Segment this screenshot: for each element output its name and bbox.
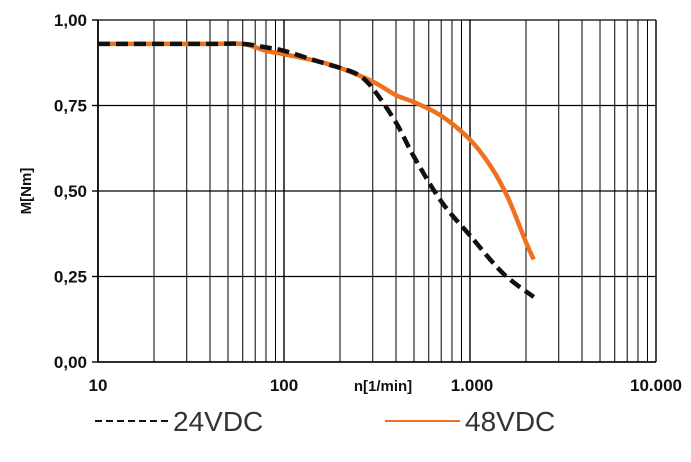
- y-tick-label: 0,00: [54, 353, 87, 372]
- tick-labels: 0,00 0,25 0,50 0,75 1,00 10 100 1.000 10.000: [54, 11, 682, 395]
- x-tick-label: 10.000: [630, 376, 682, 395]
- x-axis-title: n[1/min]: [354, 378, 412, 395]
- y-axis-title: M[Nm]: [18, 168, 35, 215]
- y-tick-label: 0,50: [54, 182, 87, 201]
- axes: [92, 19, 656, 363]
- y-tick-label: 1,00: [54, 11, 87, 30]
- legend-label-24vdc: 24VDC: [173, 406, 263, 437]
- series-lines: [98, 41, 536, 299]
- x-tick-label: 100: [270, 376, 298, 395]
- x-tick-label: 1.000: [451, 376, 494, 395]
- series-line-48vdc: [98, 41, 536, 261]
- grid-lines: [97, 19, 657, 363]
- series-line-24vdc: [98, 41, 536, 299]
- legend-label-48vdc: 48VDC: [465, 406, 555, 437]
- y-tick-label: 0,75: [54, 97, 87, 116]
- x-tick-label: 10: [89, 376, 108, 395]
- legend: 24VDC 48VDC: [95, 406, 555, 437]
- y-tick-label: 0,25: [54, 268, 87, 287]
